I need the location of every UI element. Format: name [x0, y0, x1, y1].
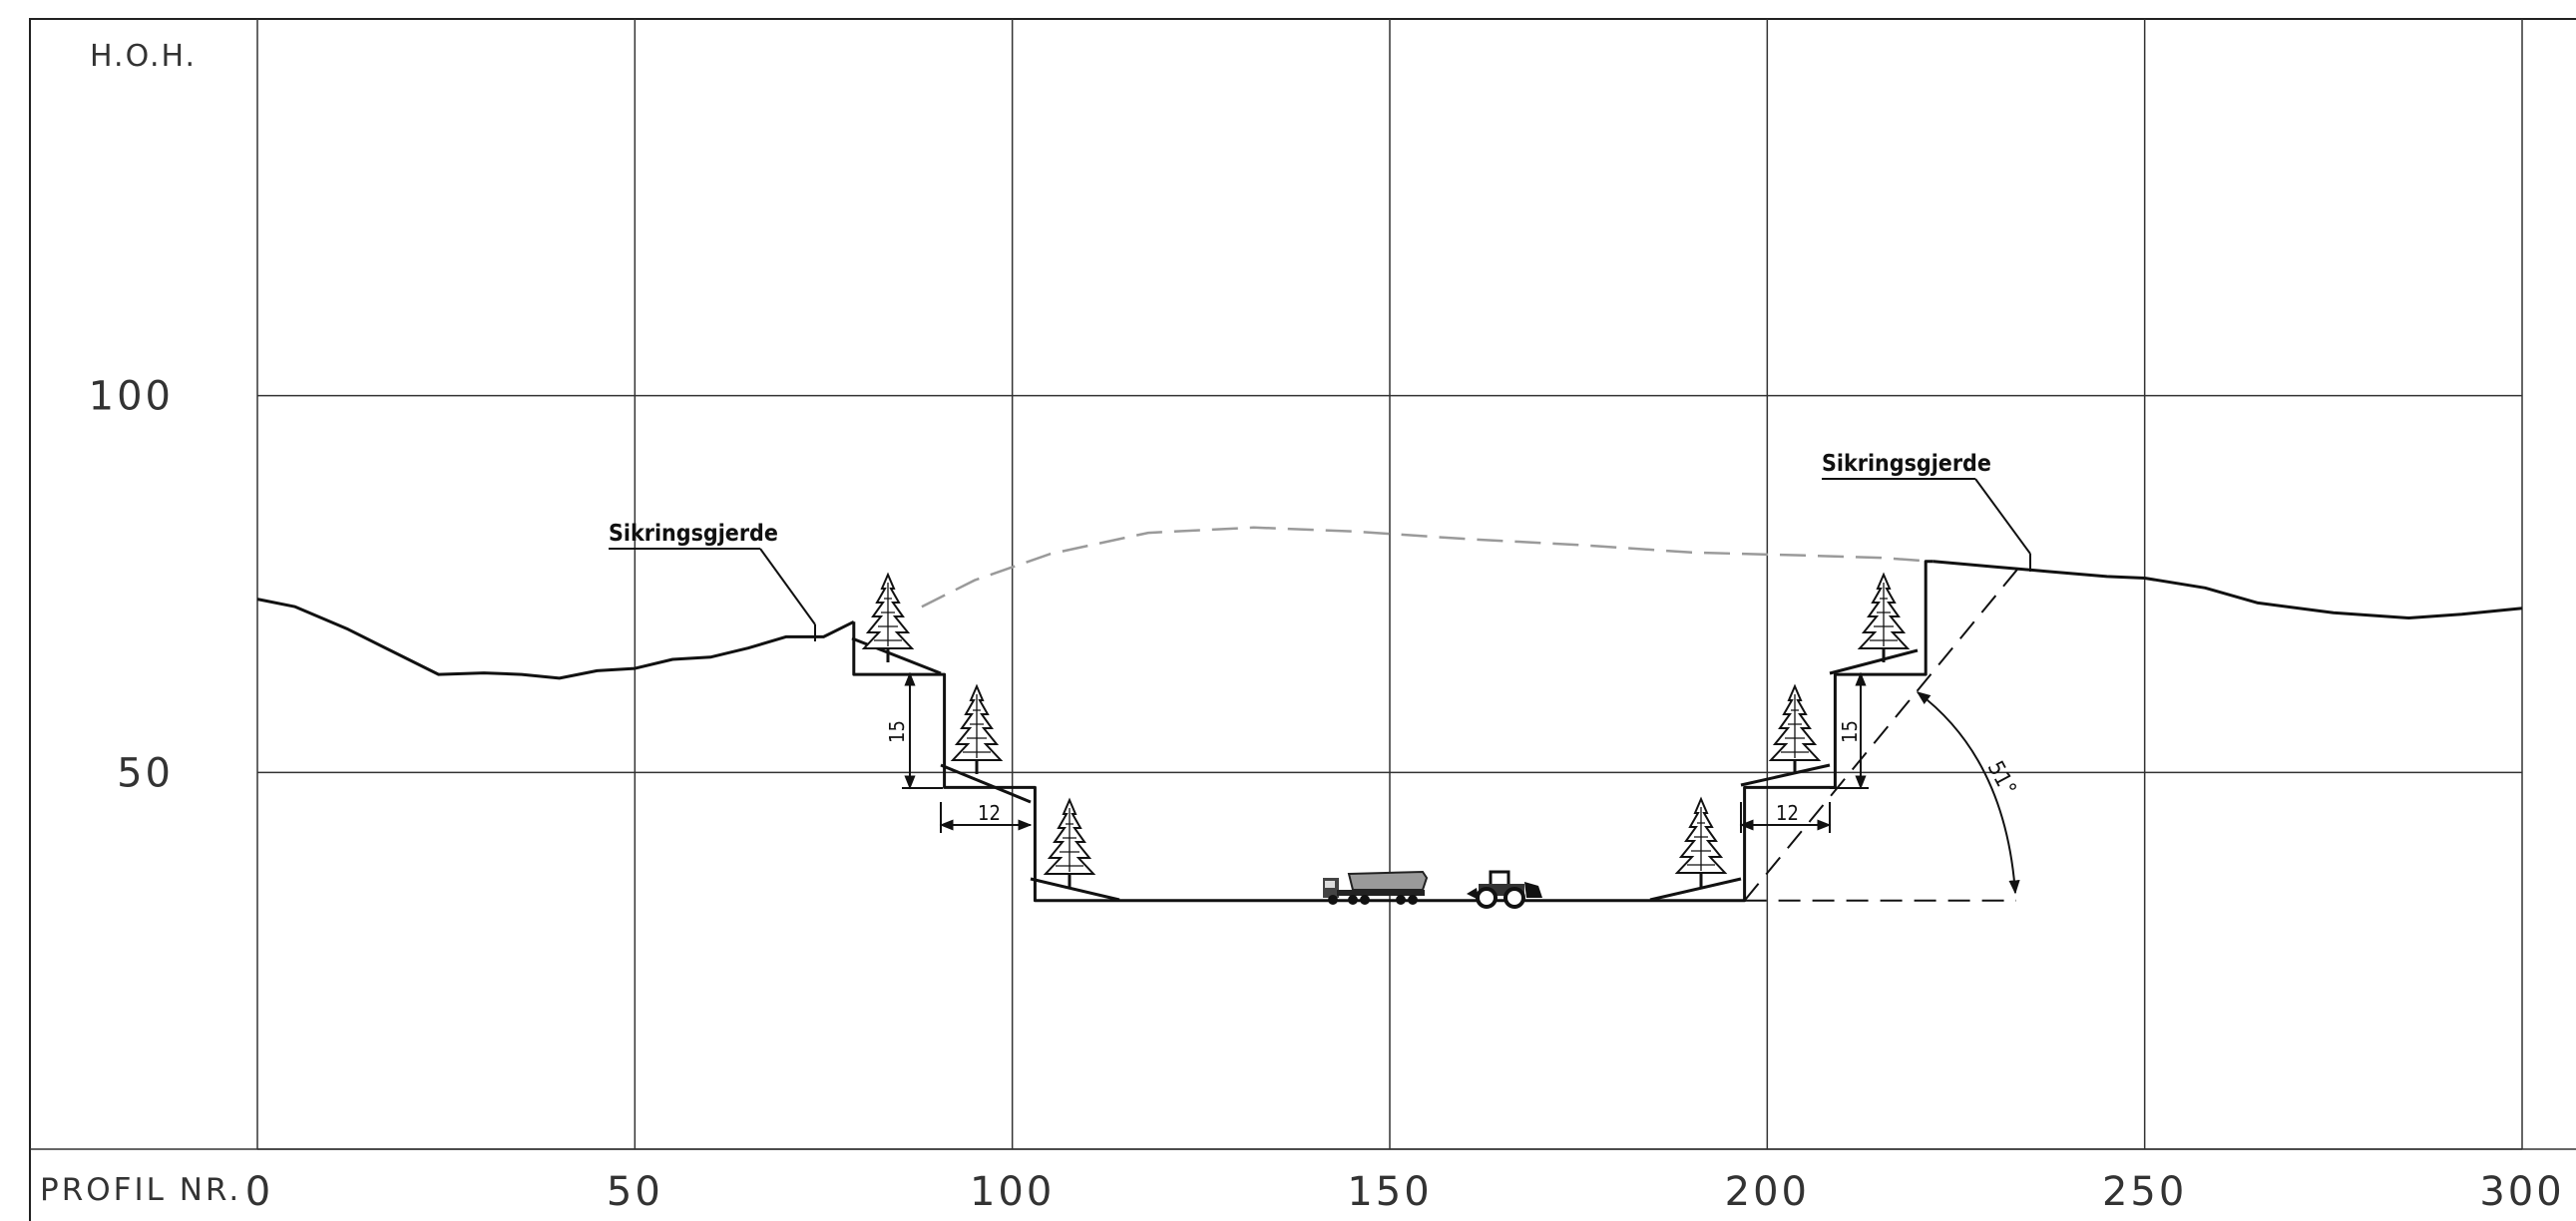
x-tick-label: 50 [607, 1169, 663, 1215]
wheel-loader-icon [1467, 870, 1542, 909]
spruce-tree-icon [1044, 798, 1095, 890]
slope-angle-label: 51° [1982, 757, 2021, 800]
bench-height-left: 15 [885, 720, 909, 743]
y-tick-label: 100 [89, 374, 174, 420]
x-tick-label: 100 [970, 1169, 1055, 1215]
y-tick-labels: 100 50 [89, 374, 174, 797]
dimension-lines-left [902, 671, 1033, 833]
spruce-tree-icon [1675, 797, 1727, 889]
slope-angle-arc [1916, 691, 2020, 895]
fence-callout-right [1822, 478, 2031, 572]
y-axis-label: H.O.H. [90, 39, 197, 74]
y-tick-label: 50 [117, 750, 174, 796]
spruce-tree-icon [862, 573, 914, 664]
x-tick-label: 250 [2102, 1169, 2187, 1215]
spruce-tree-icon [1858, 573, 1910, 664]
grid [30, 19, 2576, 1150]
dump-truck-icon [1323, 870, 1429, 905]
fence-callout-left [609, 548, 816, 641]
x-tick-label: 300 [2479, 1169, 2564, 1215]
series-terrain-right [1932, 560, 2523, 619]
x-tick-label: 0 [245, 1169, 273, 1215]
bench-height-right: 15 [1838, 720, 1862, 743]
series-excavation-profile [852, 560, 1933, 903]
fence-label-left: Sikringsgjerde [609, 521, 778, 547]
spruce-tree-icon [951, 684, 1003, 776]
spruce-tree-icon [1769, 684, 1821, 776]
trees [862, 573, 1910, 890]
dimension-lines-right [1739, 671, 1869, 833]
fence-label-right: Sikringsgjerde [1822, 451, 1991, 477]
drawing-frame [29, 18, 2576, 1221]
x-tick-label: 200 [1725, 1169, 1810, 1215]
x-axis-label: PROFIL NR. [40, 1172, 241, 1208]
profile-lines [256, 526, 2523, 903]
bench-width-left: 12 [978, 801, 1001, 825]
series-slope-reference [1743, 561, 2025, 902]
bench-width-right: 12 [1776, 801, 1799, 825]
series-original-terrain [921, 526, 1933, 609]
x-tick-label: 150 [1347, 1169, 1432, 1215]
x-tick-labels: 0 50 100 150 200 250 300 [245, 1169, 2564, 1215]
series-terrain-left [256, 598, 855, 680]
